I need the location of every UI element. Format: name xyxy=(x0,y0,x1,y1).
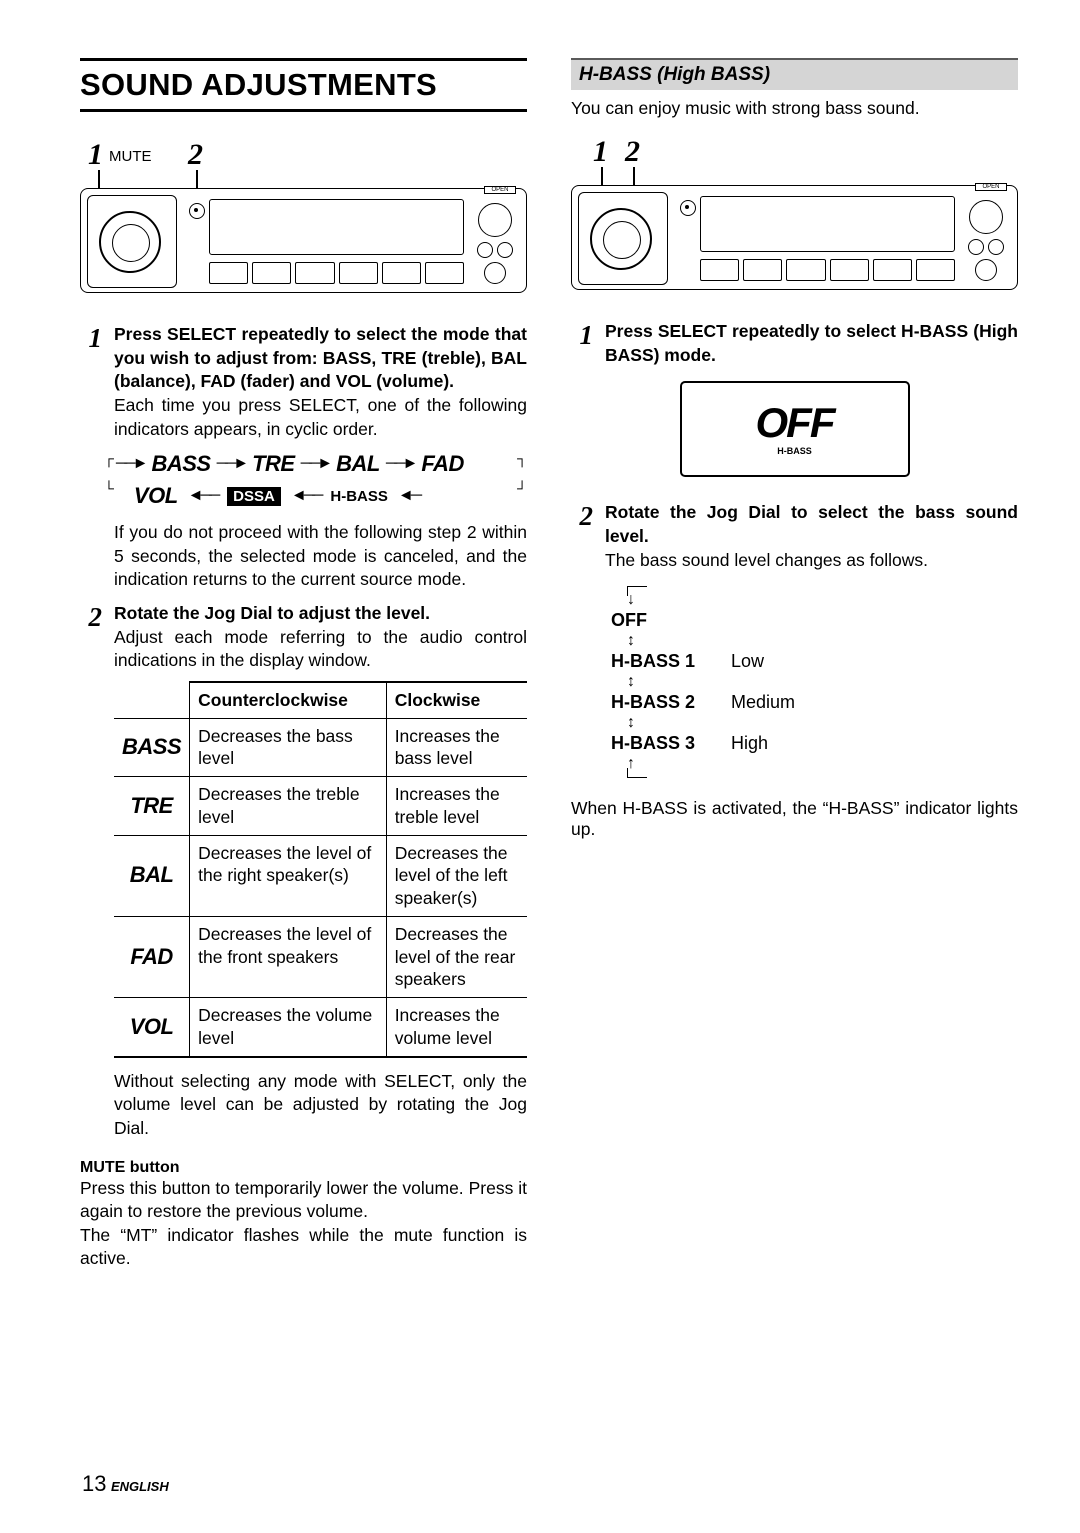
right-column: H-BASS (High BASS) You can enjoy music w… xyxy=(571,58,1018,1271)
step2-reg: Adjust each mode referring to the audio … xyxy=(114,626,527,673)
after-table: Without selecting any mode with SELECT, … xyxy=(80,1070,527,1141)
levels-diagram: ↓ OFF ↕ H-BASS 1Low ↕ H-BASS 2Medium ↕ H… xyxy=(611,586,1018,778)
title-rule-top xyxy=(80,58,527,61)
off-display: OFF H-BASS xyxy=(680,381,910,477)
right-outro: When H-BASS is activated, the “H-BASS” i… xyxy=(571,798,1018,840)
callout-1: 1 MUTE xyxy=(88,138,152,172)
r-callout-1: 1 xyxy=(593,135,608,169)
level-3-val: High xyxy=(731,733,768,754)
step2-bold: Rotate the Jog Dial to adjust the level. xyxy=(114,602,527,626)
table-row: VOL Decreases the volume level Increases… xyxy=(114,998,527,1057)
cycle-hbass: H-BASS xyxy=(330,488,388,505)
cell: Decreases the level of the left speaker(… xyxy=(386,835,527,916)
mode-bal: BAL xyxy=(130,862,174,887)
cell: Decreases the bass level xyxy=(190,718,387,777)
table-row: TRE Decreases the treble level Increases… xyxy=(114,777,527,836)
step1-reg: Each time you press SELECT, one of the f… xyxy=(114,394,527,441)
right-step-1: 1 Press SELECT repeatedly to select H-BA… xyxy=(571,320,1018,367)
mode-tre: TRE xyxy=(130,793,173,818)
left-column: SOUND ADJUSTMENTS 1MUTE 2 OPEN xyxy=(80,58,527,1271)
r-step2-num: 2 xyxy=(571,501,593,572)
stereo-diagram-right: 1 2 OPEN xyxy=(571,137,1018,292)
level-off: OFF xyxy=(611,610,731,631)
level-3-lbl: H-BASS 3 xyxy=(611,733,731,754)
stereo-diagram-left: 1MUTE 2 OPEN xyxy=(80,140,527,295)
cycle-dssa: DSSA xyxy=(227,487,281,506)
level-2-lbl: H-BASS 2 xyxy=(611,692,731,713)
off-sub: H-BASS xyxy=(777,446,812,456)
table-row: BAL Decreases the level of the right spe… xyxy=(114,835,527,916)
mute-heading: MUTE button xyxy=(80,1159,527,1177)
table-row: FAD Decreases the level of the front spe… xyxy=(114,916,527,997)
cycle-flow: ┌└ ──► BASS ──► TRE ──► BAL ──► FAD V xyxy=(104,451,527,509)
right-step-2: 2 Rotate the Jog Dial to select the bass… xyxy=(571,501,1018,572)
footer: 13 ENGLISH xyxy=(82,1471,169,1497)
cycle-bal: BAL xyxy=(336,451,380,477)
cycle-bass: BASS xyxy=(151,451,210,477)
level-2-val: Medium xyxy=(731,692,795,713)
level-1-val: Low xyxy=(731,651,764,672)
callout-2: 2 xyxy=(188,138,203,172)
step1-num: 1 xyxy=(80,323,102,441)
mode-vol: VOL xyxy=(130,1014,174,1039)
title-rule-bottom xyxy=(80,109,527,112)
page-lang: ENGLISH xyxy=(111,1479,169,1494)
step2-num: 2 xyxy=(80,602,102,673)
cell: Decreases the treble level xyxy=(190,777,387,836)
th-ccw: Counterclockwise xyxy=(190,682,387,718)
mode-fad: FAD xyxy=(130,944,173,969)
adjustment-table: Counterclockwise Clockwise BASS Decrease… xyxy=(114,681,527,1058)
r-step1-num: 1 xyxy=(571,320,593,367)
mute-p2: The “MT” indicator flashes while the mut… xyxy=(80,1224,527,1271)
cycle-fad: FAD xyxy=(421,451,464,477)
left-step-1: 1 Press SELECT repeatedly to select the … xyxy=(80,323,527,441)
page-number: 13 xyxy=(82,1471,106,1496)
r-callout-2: 2 xyxy=(625,135,640,169)
mode-bass: BASS xyxy=(122,734,181,759)
level-1-lbl: H-BASS 1 xyxy=(611,651,731,672)
r-step1-bold: Press SELECT repeatedly to select H-BASS… xyxy=(605,320,1018,367)
r-step2-reg: The bass sound level changes as follows. xyxy=(605,549,1018,573)
cell: Decreases the volume level xyxy=(190,998,387,1057)
left-step-2: 2 Rotate the Jog Dial to adjust the leve… xyxy=(80,602,527,673)
cell: Decreases the level of the front speaker… xyxy=(190,916,387,997)
cell: Increases the bass level xyxy=(386,718,527,777)
cell: Decreases the level of the rear speakers xyxy=(386,916,527,997)
callout-1-label: MUTE xyxy=(109,148,152,165)
page-title: SOUND ADJUSTMENTS xyxy=(80,67,527,103)
table-row: BASS Decreases the bass level Increases … xyxy=(114,718,527,777)
r-step2-bold: Rotate the Jog Dial to select the bass s… xyxy=(605,501,1018,548)
cycle-vol: VOL xyxy=(134,483,178,509)
section-title: H-BASS (High BASS) xyxy=(579,64,770,85)
cell: Increases the volume level xyxy=(386,998,527,1057)
step1-bold: Press SELECT repeatedly to select the mo… xyxy=(114,323,527,394)
section-bar: H-BASS (High BASS) xyxy=(571,58,1018,90)
th-cw: Clockwise xyxy=(386,682,527,718)
callout-1-num: 1 xyxy=(88,138,103,171)
off-main: OFF xyxy=(756,402,834,444)
cycle-tre: TRE xyxy=(252,451,295,477)
cell: Decreases the level of the right speaker… xyxy=(190,835,387,916)
cell: Increases the treble level xyxy=(386,777,527,836)
step1-after: If you do not proceed with the following… xyxy=(80,521,527,592)
mute-p1: Press this button to temporarily lower t… xyxy=(80,1177,527,1224)
right-intro: You can enjoy music with strong bass sou… xyxy=(571,98,1018,119)
